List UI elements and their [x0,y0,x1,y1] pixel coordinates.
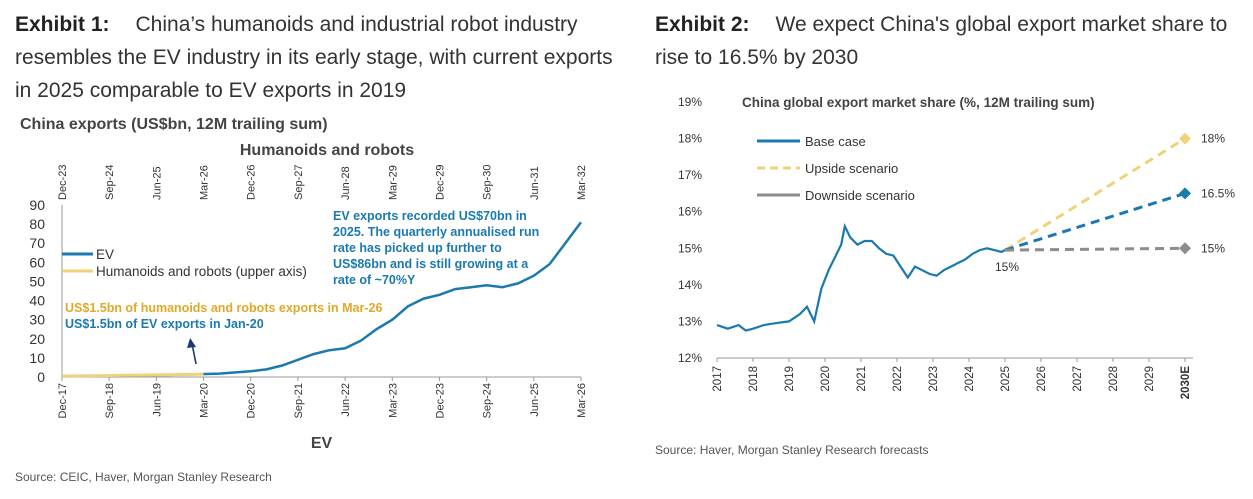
bottom-tick-label: Jun-19 [151,383,163,417]
exhibit-2-source: Source: Haver, Morgan Stanley Research f… [655,443,929,457]
annotation-ev-2025-line: US$86bn and is still growing at a [333,257,529,271]
chart-1-plot: 0 10 20 30 40 50 60 70 80 90 Dec-17 Sep-18 Jun-19 Mar… [29,142,588,452]
point-label-base: 16.5% [1201,186,1235,200]
legend-label: Base case [805,134,866,149]
exhibit-1-title: Exhibit 1: China’s humanoids and industri… [15,8,615,107]
legend-ev-label: EV [96,247,114,262]
y-tick-label: 14% [678,278,702,292]
top-tick-label: Jun-25 [151,166,163,200]
bottom-tick-label: Mar-20 [199,383,211,418]
point-label-upside: 18% [1201,132,1225,146]
exhibit-1-title-text: China’s humanoids and industrial robot i… [15,13,613,102]
bottom-tick-label: Jun-22 [340,383,352,417]
x-tick-label: 2028 [1108,366,1120,392]
y-tick-label: 10 [29,350,45,366]
top-tick-label: Sep-27 [293,165,305,200]
x-tick-label: 2027 [1072,366,1084,392]
y-tick-label: 90 [29,197,45,213]
series-base-case-line [716,222,1006,332]
legend-label: Downside scenario [805,188,915,203]
x-tick-label: 2022 [892,366,904,392]
legend-label: Upside scenario [805,161,898,176]
y-tick-label: 16% [678,205,702,219]
bottom-tick-label: Sep-18 [104,383,116,418]
top-tick-label: Jun-28 [340,166,352,200]
x-tick-label: 2026 [1036,366,1048,392]
downside-end-marker [1179,242,1191,255]
bottom-tick-label: Dec-20 [246,383,258,418]
y-tick-label: 50 [29,273,45,289]
chart-2-title: China global export market share (%, 12M… [742,95,1095,110]
top-tick-label: Mar-32 [576,165,588,200]
x-tick-label: 2030E [1180,366,1192,400]
bottom-tick-label: Dec-23 [434,383,446,418]
y-tick-label: 40 [29,293,45,309]
x-tick-label: 2023 [928,366,940,392]
series-upside-line [1004,137,1186,252]
bottom-tick-label: Jun-25 [529,383,541,417]
top-tick-label: Mar-26 [199,165,211,200]
annotation-robots-mar26: US$1.5bn of humanoids and robots exports… [65,301,382,315]
x-tick-label: 2029 [1144,366,1156,392]
x-tick-label: 2020 [820,366,832,392]
chart-1-title: China exports (US$bn, 12M trailing sum) [20,116,328,133]
bottom-tick-label: Sep-24 [482,383,494,418]
bottom-axis-title: EV [311,435,333,452]
x-tick-label: 2017 [712,366,724,392]
annotation-ev-2025-line: 2025. The quarterly annualised run [333,225,539,239]
series-ev-line [61,221,583,378]
y-tick-label: 15% [678,241,702,255]
point-label-2025: 15% [995,260,1019,274]
top-tick-label: Dec-23 [57,165,69,200]
top-tick-label: Mar-29 [387,165,399,200]
annotation-ev-2025-line: rate of ~70%Y [333,273,416,287]
series-base-forecast-line [1004,191,1186,252]
y-tick-label: 17% [678,168,702,182]
top-tick-label: Sep-30 [482,165,494,200]
top-tick-label: Dec-26 [246,165,258,200]
y-tick-label: 13% [678,314,702,328]
y-tick-label: 70 [29,235,45,251]
x-tick-label: 2019 [784,366,796,392]
top-tick-label: Dec-29 [434,165,446,200]
bottom-tick-label: Mar-26 [576,383,588,418]
y-tick-label: 30 [29,312,45,328]
exhibit-2-label: Exhibit 2: [655,13,750,36]
top-tick-label: Jun-31 [529,166,541,200]
y-tick-label: 18% [678,132,702,146]
x-tick-label: 2018 [748,366,760,392]
y-tick-label: 20 [29,331,45,347]
top-tick-label: Sep-24 [104,165,116,200]
legend-robots-label: Humanoids and robots (upper axis) [96,264,307,279]
annotation-ev-2025-line: EV exports recorded US$70bn in [333,209,527,223]
bottom-tick-label: Mar-23 [387,383,399,418]
y-tick-label: 19% [678,95,702,109]
bottom-tick-label: Sep-21 [293,383,305,418]
y-tick-label: 0 [37,369,45,385]
exhibit-2-title-text: We expect China's global export market s… [655,13,1228,69]
exhibit-1-source: Source: CEIC, Haver, Morgan Stanley Rese… [15,470,272,484]
y-tick-label: 12% [678,351,702,365]
bottom-tick-label: Dec-17 [57,383,69,418]
x-tick-label: 2021 [856,366,868,392]
exhibit-2: Exhibit 2: We expect China's global expor… [640,0,1253,499]
upside-end-marker [1179,132,1191,145]
x-tick-label: 2025 [1000,366,1012,392]
chart-2-plot: China global export market share (%, 12M… [678,95,1235,400]
annotation-ev-2025-line: rate has picked up further to [333,241,502,255]
base-end-marker [1179,187,1191,200]
series-robots-line [61,372,204,378]
exhibit-1-label: Exhibit 1: [15,13,110,36]
annotation-ev-jan20: US$1.5bn of EV exports in Jan-20 [65,317,264,331]
y-tick-label: 60 [29,254,45,270]
top-axis-title: Humanoids and robots [240,142,414,159]
point-label-downside: 15% [1201,241,1225,255]
annotation-arrow-head [187,338,197,348]
exhibit-2-title: Exhibit 2: We expect China's global expor… [655,8,1253,74]
y-tick-label: 80 [29,216,45,232]
x-tick-label: 2024 [964,365,976,391]
series-downside-line [1004,246,1186,252]
exhibit-1: Exhibit 1: China’s humanoids and industri… [0,0,620,499]
